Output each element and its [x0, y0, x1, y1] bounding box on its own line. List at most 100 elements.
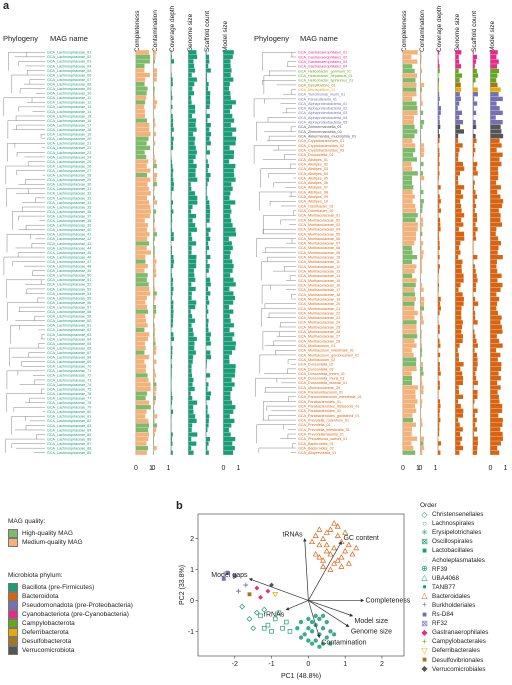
order-symbol-icon: ⊠ [421, 618, 428, 628]
right-mag-name: GCA_Muribaculaceae_18 [298, 293, 340, 297]
pca-group [258, 610, 293, 634]
mag-quality-swatch [8, 538, 18, 547]
left-mag-name: GCA_Lachnospiraceae_01 [47, 51, 91, 55]
order-symbol-icon: ▽ [421, 645, 428, 655]
pca-point [221, 576, 226, 581]
pca-point [328, 641, 333, 646]
left-phylogeny-tree [3, 52, 45, 453]
left-mag-name: GCA_Lachnospiraceae_52 [47, 283, 91, 287]
pca-point [298, 619, 304, 625]
right-mag-name: GCA_Helicobacter_ganmani_01 [298, 69, 351, 73]
phylum-swatch [8, 592, 18, 601]
pca-point [320, 626, 326, 631]
right-mag-name: GCA_Alphaproteobacteria_01 [298, 102, 347, 106]
x-tick-label: 2 [380, 661, 384, 668]
svg-text:0: 0 [152, 465, 156, 472]
y-axis-label: PC2 (33.8%) [179, 565, 186, 605]
order-symbol-icon: + [422, 600, 427, 610]
order-symbol-icon: △ [421, 573, 428, 583]
right-mag-name: GCA_Muribaculaceae_12 [298, 265, 340, 269]
left-col-5 [223, 50, 237, 455]
right-mag-name: GCA_Bacteroides_01 [298, 442, 334, 446]
pca-point [327, 566, 334, 572]
pca-point [353, 544, 360, 551]
order-symbol-icon: ◆ [421, 627, 428, 637]
right-mag-name: GCA_Helicobacter_hepaticus_01 [298, 74, 353, 78]
order-item: ▽ Deferribacterales [420, 646, 512, 655]
right-mag-name: GCA_Muribaculaceae_04 [298, 228, 340, 232]
left-mag-name: GCA_Lachnospiraceae_07 [47, 78, 91, 82]
right-col-3 [455, 50, 465, 455]
right-phylogeny-tree [253, 52, 296, 453]
svg-text:1: 1 [149, 465, 153, 472]
loading-label: Contamination [321, 639, 366, 646]
left-mag-name: GCA_Lachnospiraceae_39 [47, 224, 91, 228]
right-mag-name: GCA_Muribaculaceae_25 [298, 325, 340, 329]
left-mag-name: GCA_Lachnospiraceae_85 [47, 433, 91, 437]
right-mag-name: GCA_Parabacteroides_distasonis_01 [298, 405, 360, 409]
left-mag-name: GCA_Lachnospiraceae_45 [47, 251, 91, 255]
phylum-item: Bacillota (pre-Firmicutes) [8, 583, 168, 592]
left-col-2 [170, 50, 174, 455]
left-mag-name: GCA_Lachnospiraceae_09 [47, 87, 91, 91]
right-mag-name: GCA_Bacteroides_02 [298, 446, 334, 450]
right-mag-name: GCA_Cryptobacteroides_01 [298, 139, 344, 143]
loading-label: tRNAs [282, 532, 303, 539]
left-mag-name: GCA_Lachnospiraceae_63 [47, 333, 91, 337]
phylum-label: Pseudomonadota (pre-Proteobacteria) [22, 602, 133, 609]
left-mag-name: GCA_Lachnospiraceae_36 [47, 210, 91, 214]
pca-point [342, 547, 349, 554]
pca-point [254, 585, 260, 591]
order-label: Lactobacillales [432, 547, 474, 555]
pca-biplot: -2 -1 0 1 2 -1 0 1 2 PC1 (48.8%) PC2 (33.8%) tRNAs G… [179, 513, 411, 680]
pca-point [265, 588, 271, 594]
pca-point [253, 609, 260, 616]
left-mag-name: GCA_Lachnospiraceae_10 [47, 92, 91, 96]
pca-point [309, 641, 315, 646]
order-symbol-icon: ✳ [421, 527, 428, 537]
left-mag-name: GCA_Lachnospiraceae_88 [47, 447, 91, 451]
left-mag-name: GCA_Lachnospiraceae_05 [47, 69, 91, 73]
right-mag-name: GCA_Muribaculaceae_27 [298, 335, 340, 339]
phylum-item: Desulfobacterota [8, 637, 168, 646]
order-item: △ Bacteroidales [420, 592, 512, 601]
left-mag-name: GCA_Lachnospiraceae_61 [47, 324, 91, 328]
right-mag-name: GCA_Prevotella_rodentium_01 [298, 418, 349, 422]
right-mag-name: GCA_Alphaproteobacteria_05 [298, 121, 347, 125]
mag-quality-legend: MAG quality: High-quality MAG Medium-qual… [8, 518, 158, 547]
pca-point [284, 619, 289, 625]
phylum-item: Bacteroidota [8, 592, 168, 601]
order-item: ● TANB77 [420, 583, 512, 592]
right-mag-name: GCA_Alphaproteobacteria_02 [298, 107, 347, 111]
left-mag-name: GCA_Lachnospiraceae_49 [47, 269, 91, 273]
right-scale-ticks: 0 10 1 0 1 [401, 465, 508, 472]
right-mag-name: GCA_Parabacteroides_goldsteinii_01 [298, 414, 360, 418]
right-mag-name: GCA_Alistipes_10 [298, 200, 328, 204]
right-mag-names: GCA_Gastranaerophilales_01GCA_Gastranaer… [298, 51, 362, 455]
order-label: Erysipelotrichales [432, 529, 482, 537]
left-mag-name: GCA_Lachnospiraceae_65 [47, 342, 91, 346]
order-label: Gastranaerophilales [432, 629, 489, 637]
svg-text:0: 0 [489, 465, 493, 472]
order-label: RF32 [432, 620, 448, 628]
right-mag-name: GCA_Phocaeicola_sartorii_01 [298, 437, 347, 441]
loading-label: Completeness [366, 597, 411, 604]
right-mag-name: GCA_Duncaniella_dubosii_01 [298, 381, 347, 385]
svg-text:1: 1 [416, 465, 420, 472]
order-label: Christensenellales [432, 511, 484, 519]
pca-point [309, 538, 316, 545]
pca-point [323, 547, 330, 554]
pca-point [331, 632, 337, 637]
order-item: ⊠ Oscillospirales [420, 537, 512, 546]
svg-text:1: 1 [237, 465, 241, 472]
y-tick-label: 1 [190, 567, 194, 574]
phylum-label: Campylobacterota [22, 620, 75, 627]
right-mag-name: GCA_Muribaculum_gordoncarteri_01 [298, 353, 359, 357]
pca-point [327, 526, 334, 532]
right-mag-name: GCA_Paramuribaculum_01 [298, 391, 343, 395]
order-legend: Order ◇ Christensenellales ○ Lachnospirales… [420, 502, 512, 674]
order-symbol-icon: + [422, 636, 427, 646]
right-mag-name: GCA_Alistipes_04 [298, 172, 328, 176]
left-mag-name: GCA_Lachnospiraceae_67 [47, 351, 91, 355]
phylum-label: Verrucomicrobiota [22, 647, 75, 654]
